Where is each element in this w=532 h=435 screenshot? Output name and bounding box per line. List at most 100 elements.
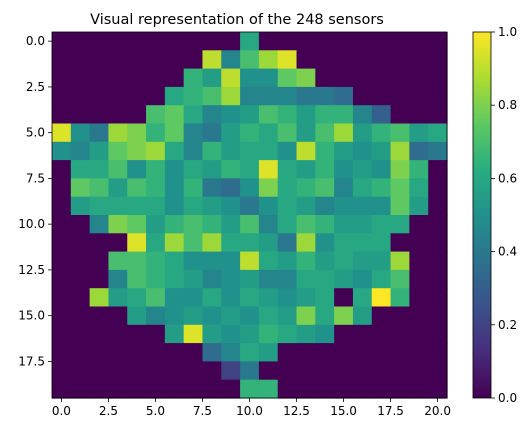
heatmap-cell: [296, 160, 316, 179]
heatmap-cell: [409, 68, 429, 88]
heatmap-cell: [164, 50, 185, 70]
y-tick-label: 10.0: [18, 217, 45, 231]
heatmap-cell: [296, 361, 316, 381]
heatmap-cell: [70, 306, 91, 326]
heatmap-cell: [202, 160, 222, 179]
heatmap-cell: [146, 251, 166, 271]
heatmap-cell: [315, 251, 335, 271]
heatmap-cell: [409, 215, 429, 234]
heatmap-cell: [315, 160, 335, 179]
heatmap-cell: [390, 215, 410, 234]
heatmap-cell: [352, 379, 373, 399]
heatmap-cell: [409, 178, 429, 198]
heatmap-cell: [315, 68, 335, 88]
heatmap-cell: [221, 379, 241, 399]
heatmap-cell: [296, 141, 316, 161]
heatmap-cell: [315, 361, 335, 381]
heatmap-cell: [52, 288, 72, 308]
heatmap-cell: [202, 178, 222, 198]
heatmap-cell: [89, 269, 110, 289]
heatmap-cell: [202, 324, 222, 344]
heatmap-cells: [52, 32, 448, 399]
heatmap-cell: [89, 361, 110, 381]
heatmap-cell: [352, 361, 373, 381]
heatmap-cell: [277, 233, 298, 253]
heatmap-cell: [108, 269, 128, 289]
y-tick-label: 5.0: [26, 126, 45, 140]
heatmap-cell: [352, 288, 373, 308]
heatmap-cell: [334, 86, 354, 106]
heatmap-cell: [70, 160, 91, 179]
heatmap-cell: [146, 306, 166, 326]
heatmap-cell: [296, 306, 316, 326]
heatmap-cell: [315, 123, 335, 143]
heatmap-cell: [258, 233, 279, 253]
heatmap-cell: [221, 178, 241, 198]
heatmap-cell: [390, 123, 410, 143]
heatmap-cell: [277, 160, 298, 179]
heatmap-cell: [277, 68, 298, 88]
heatmap-cell: [127, 178, 147, 198]
heatmap-cell: [127, 233, 147, 253]
heatmap-cell: [258, 343, 279, 362]
heatmap-cell: [428, 251, 448, 271]
heatmap-cell: [390, 141, 410, 161]
heatmap-cell: [202, 86, 222, 106]
heatmap-cell: [127, 123, 147, 143]
heatmap-cell: [277, 86, 298, 106]
heatmap-cell: [70, 361, 91, 381]
heatmap-cell: [146, 233, 166, 253]
heatmap-cell: [277, 288, 298, 308]
heatmap-cell: [428, 196, 448, 216]
heatmap-cell: [89, 196, 110, 216]
heatmap-cell: [409, 233, 429, 253]
heatmap-cell: [240, 361, 260, 381]
heatmap-cell: [334, 251, 354, 271]
heatmap-cell: [70, 178, 91, 198]
heatmap-cell: [390, 251, 410, 271]
heatmap-cell: [70, 324, 91, 344]
heatmap-cell: [89, 178, 110, 198]
heatmap-cell: [296, 215, 316, 234]
heatmap-cell: [70, 50, 91, 70]
heatmap-cell: [315, 288, 335, 308]
heatmap-cell: [258, 215, 279, 234]
heatmap-cell: [202, 50, 222, 70]
heatmap-cell: [352, 50, 373, 70]
heatmap-cell: [240, 123, 260, 143]
heatmap-cell: [315, 306, 335, 326]
heatmap-cell: [240, 68, 260, 88]
heatmap-cell: [70, 251, 91, 271]
heatmap-cell: [371, 178, 392, 198]
heatmap-cell: [164, 269, 185, 289]
heatmap-cell: [352, 86, 373, 106]
heatmap-cell: [371, 343, 392, 362]
heatmap-cell: [371, 269, 392, 289]
heatmap-cell: [183, 251, 204, 271]
heatmap-cell: [183, 343, 204, 362]
heatmap-cell: [315, 324, 335, 344]
heatmap-cell: [334, 196, 354, 216]
heatmap-cell: [428, 86, 448, 106]
heatmap-cell: [127, 215, 147, 234]
heatmap-cell: [296, 123, 316, 143]
heatmap-cell: [89, 86, 110, 106]
heatmap-cell: [164, 86, 185, 106]
heatmap-cell: [296, 196, 316, 216]
heatmap-cell: [146, 178, 166, 198]
heatmap-cell: [240, 86, 260, 106]
heatmap-cell: [108, 251, 128, 271]
heatmap-cell: [428, 68, 448, 88]
heatmap-cell: [127, 343, 147, 362]
heatmap-cell: [371, 251, 392, 271]
heatmap-cell: [240, 343, 260, 362]
heatmap-cell: [52, 178, 72, 198]
heatmap-cell: [70, 105, 91, 125]
heatmap-cell: [277, 32, 298, 51]
heatmap-cell: [202, 215, 222, 234]
heatmap-cell: [202, 343, 222, 362]
heatmap-cell: [127, 141, 147, 161]
heatmap-cell: [315, 215, 335, 234]
heatmap-cell: [371, 160, 392, 179]
